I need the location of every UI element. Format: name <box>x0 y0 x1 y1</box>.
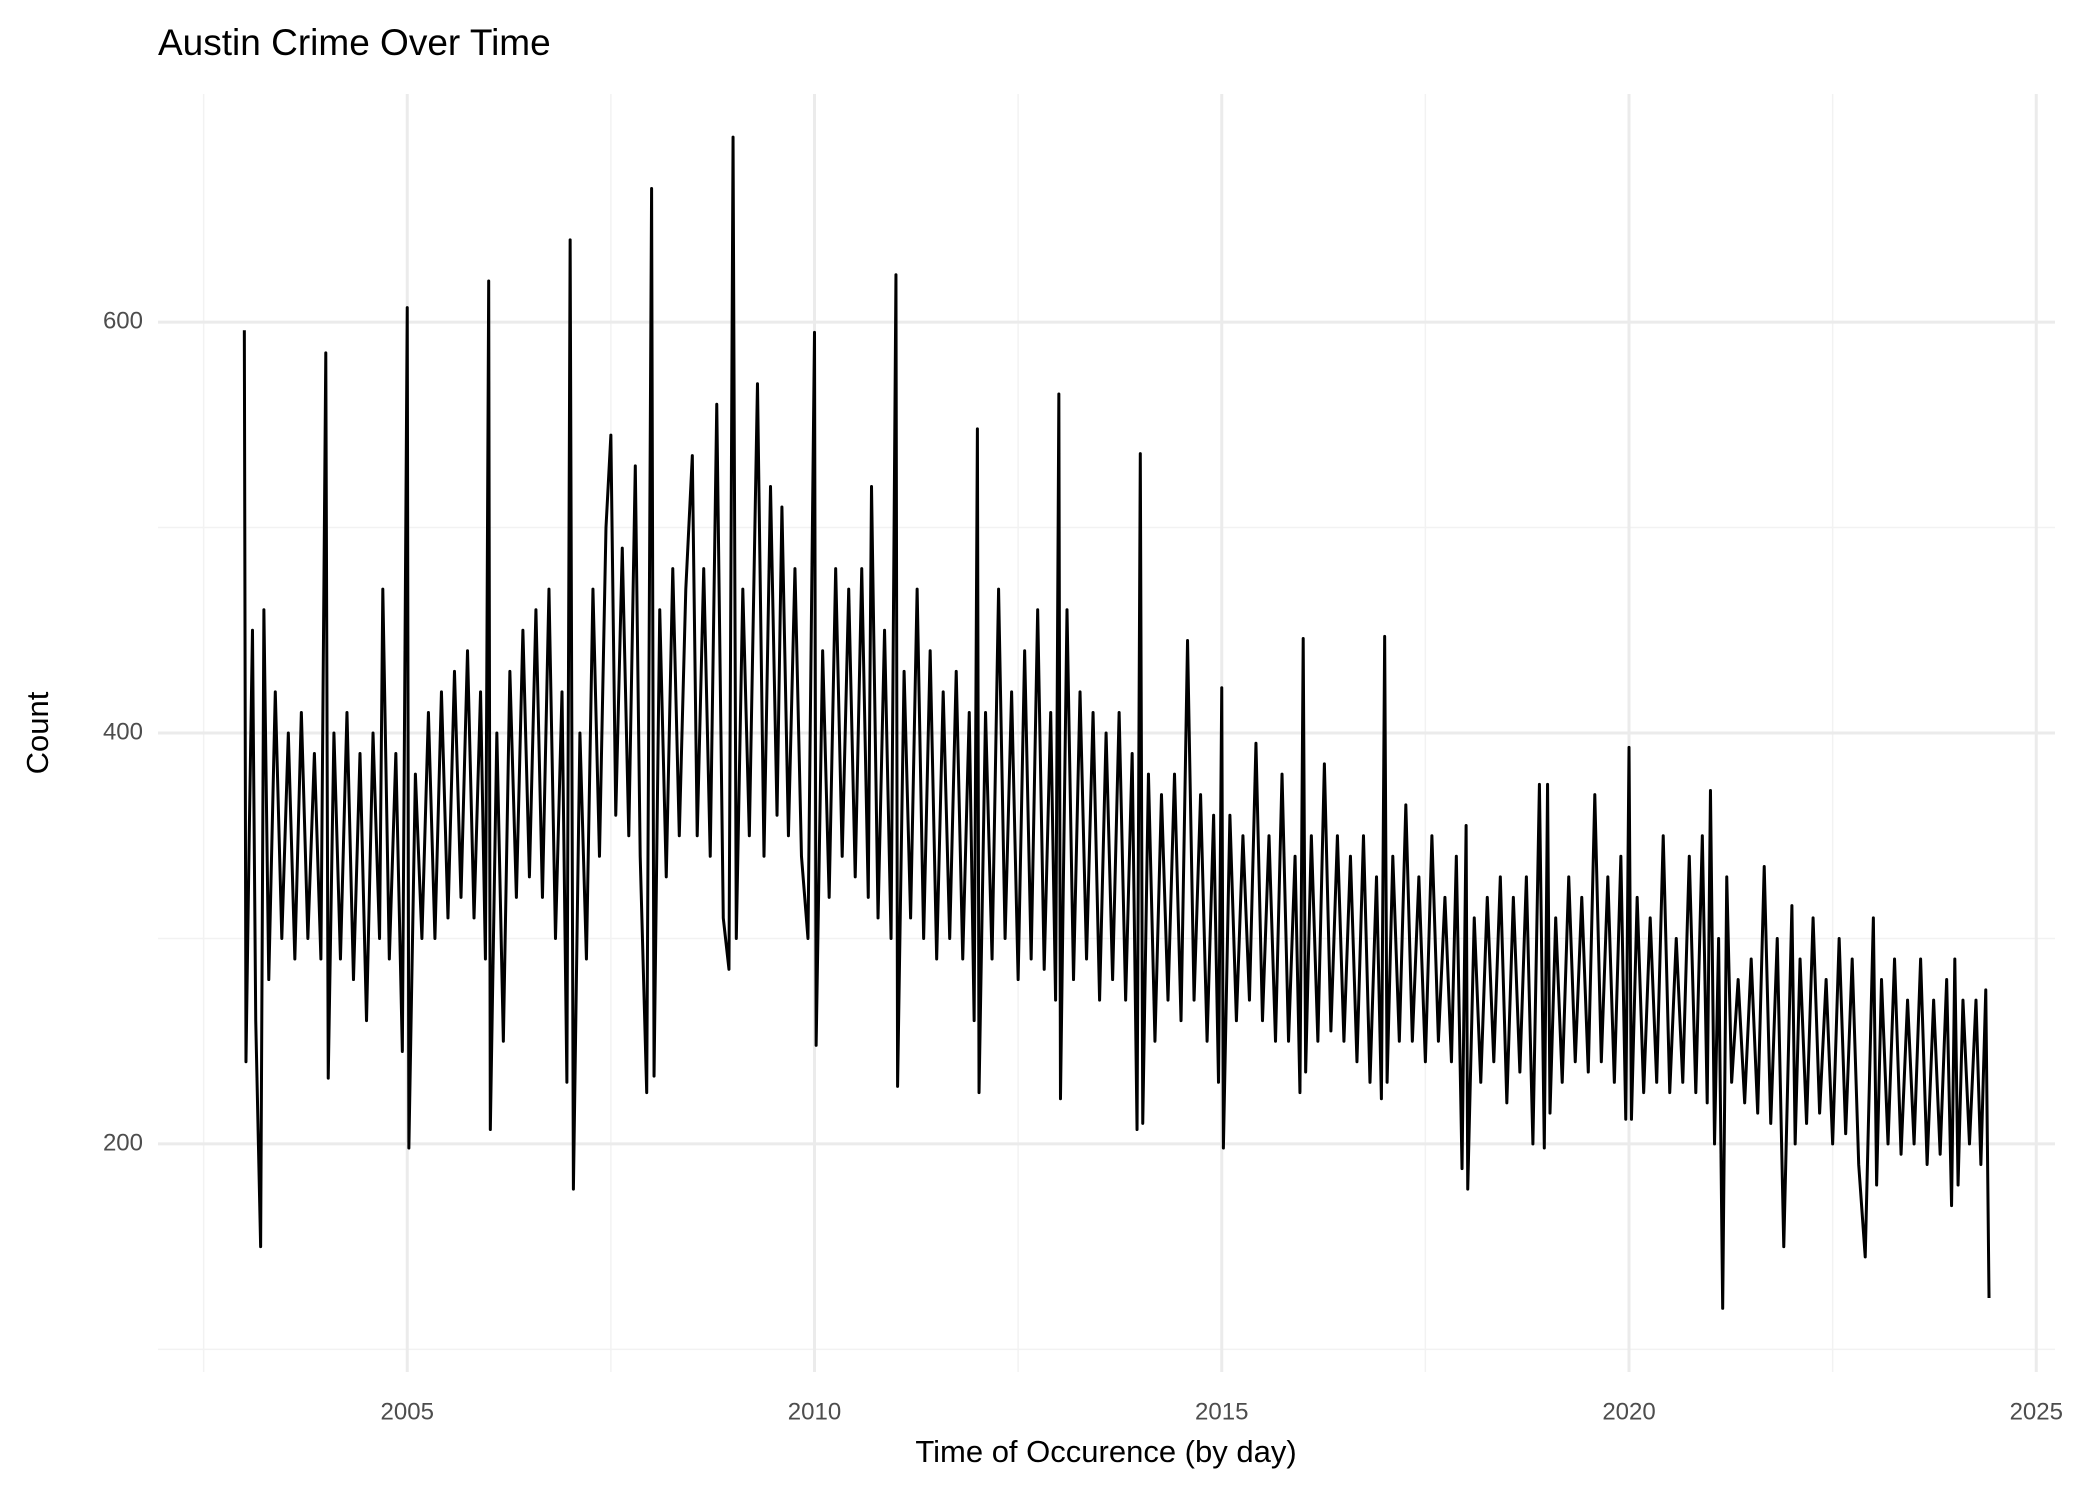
chart-title: Austin Crime Over Time <box>158 22 551 63</box>
x-axis-title: Time of Occurence (by day) <box>915 1434 1296 1469</box>
x-tick-label: 2015 <box>1195 1398 1248 1425</box>
x-tick-label: 2020 <box>1602 1398 1655 1425</box>
y-axis-title: Count <box>20 691 55 774</box>
x-tick-label: 2025 <box>2010 1398 2063 1425</box>
x-tick-label: 2005 <box>381 1398 434 1425</box>
y-tick-label: 400 <box>103 718 143 745</box>
x-tick-label: 2010 <box>788 1398 841 1425</box>
y-tick-label: 200 <box>103 1129 143 1156</box>
data-line <box>242 135 1991 1310</box>
y-tick-label: 600 <box>103 307 143 334</box>
